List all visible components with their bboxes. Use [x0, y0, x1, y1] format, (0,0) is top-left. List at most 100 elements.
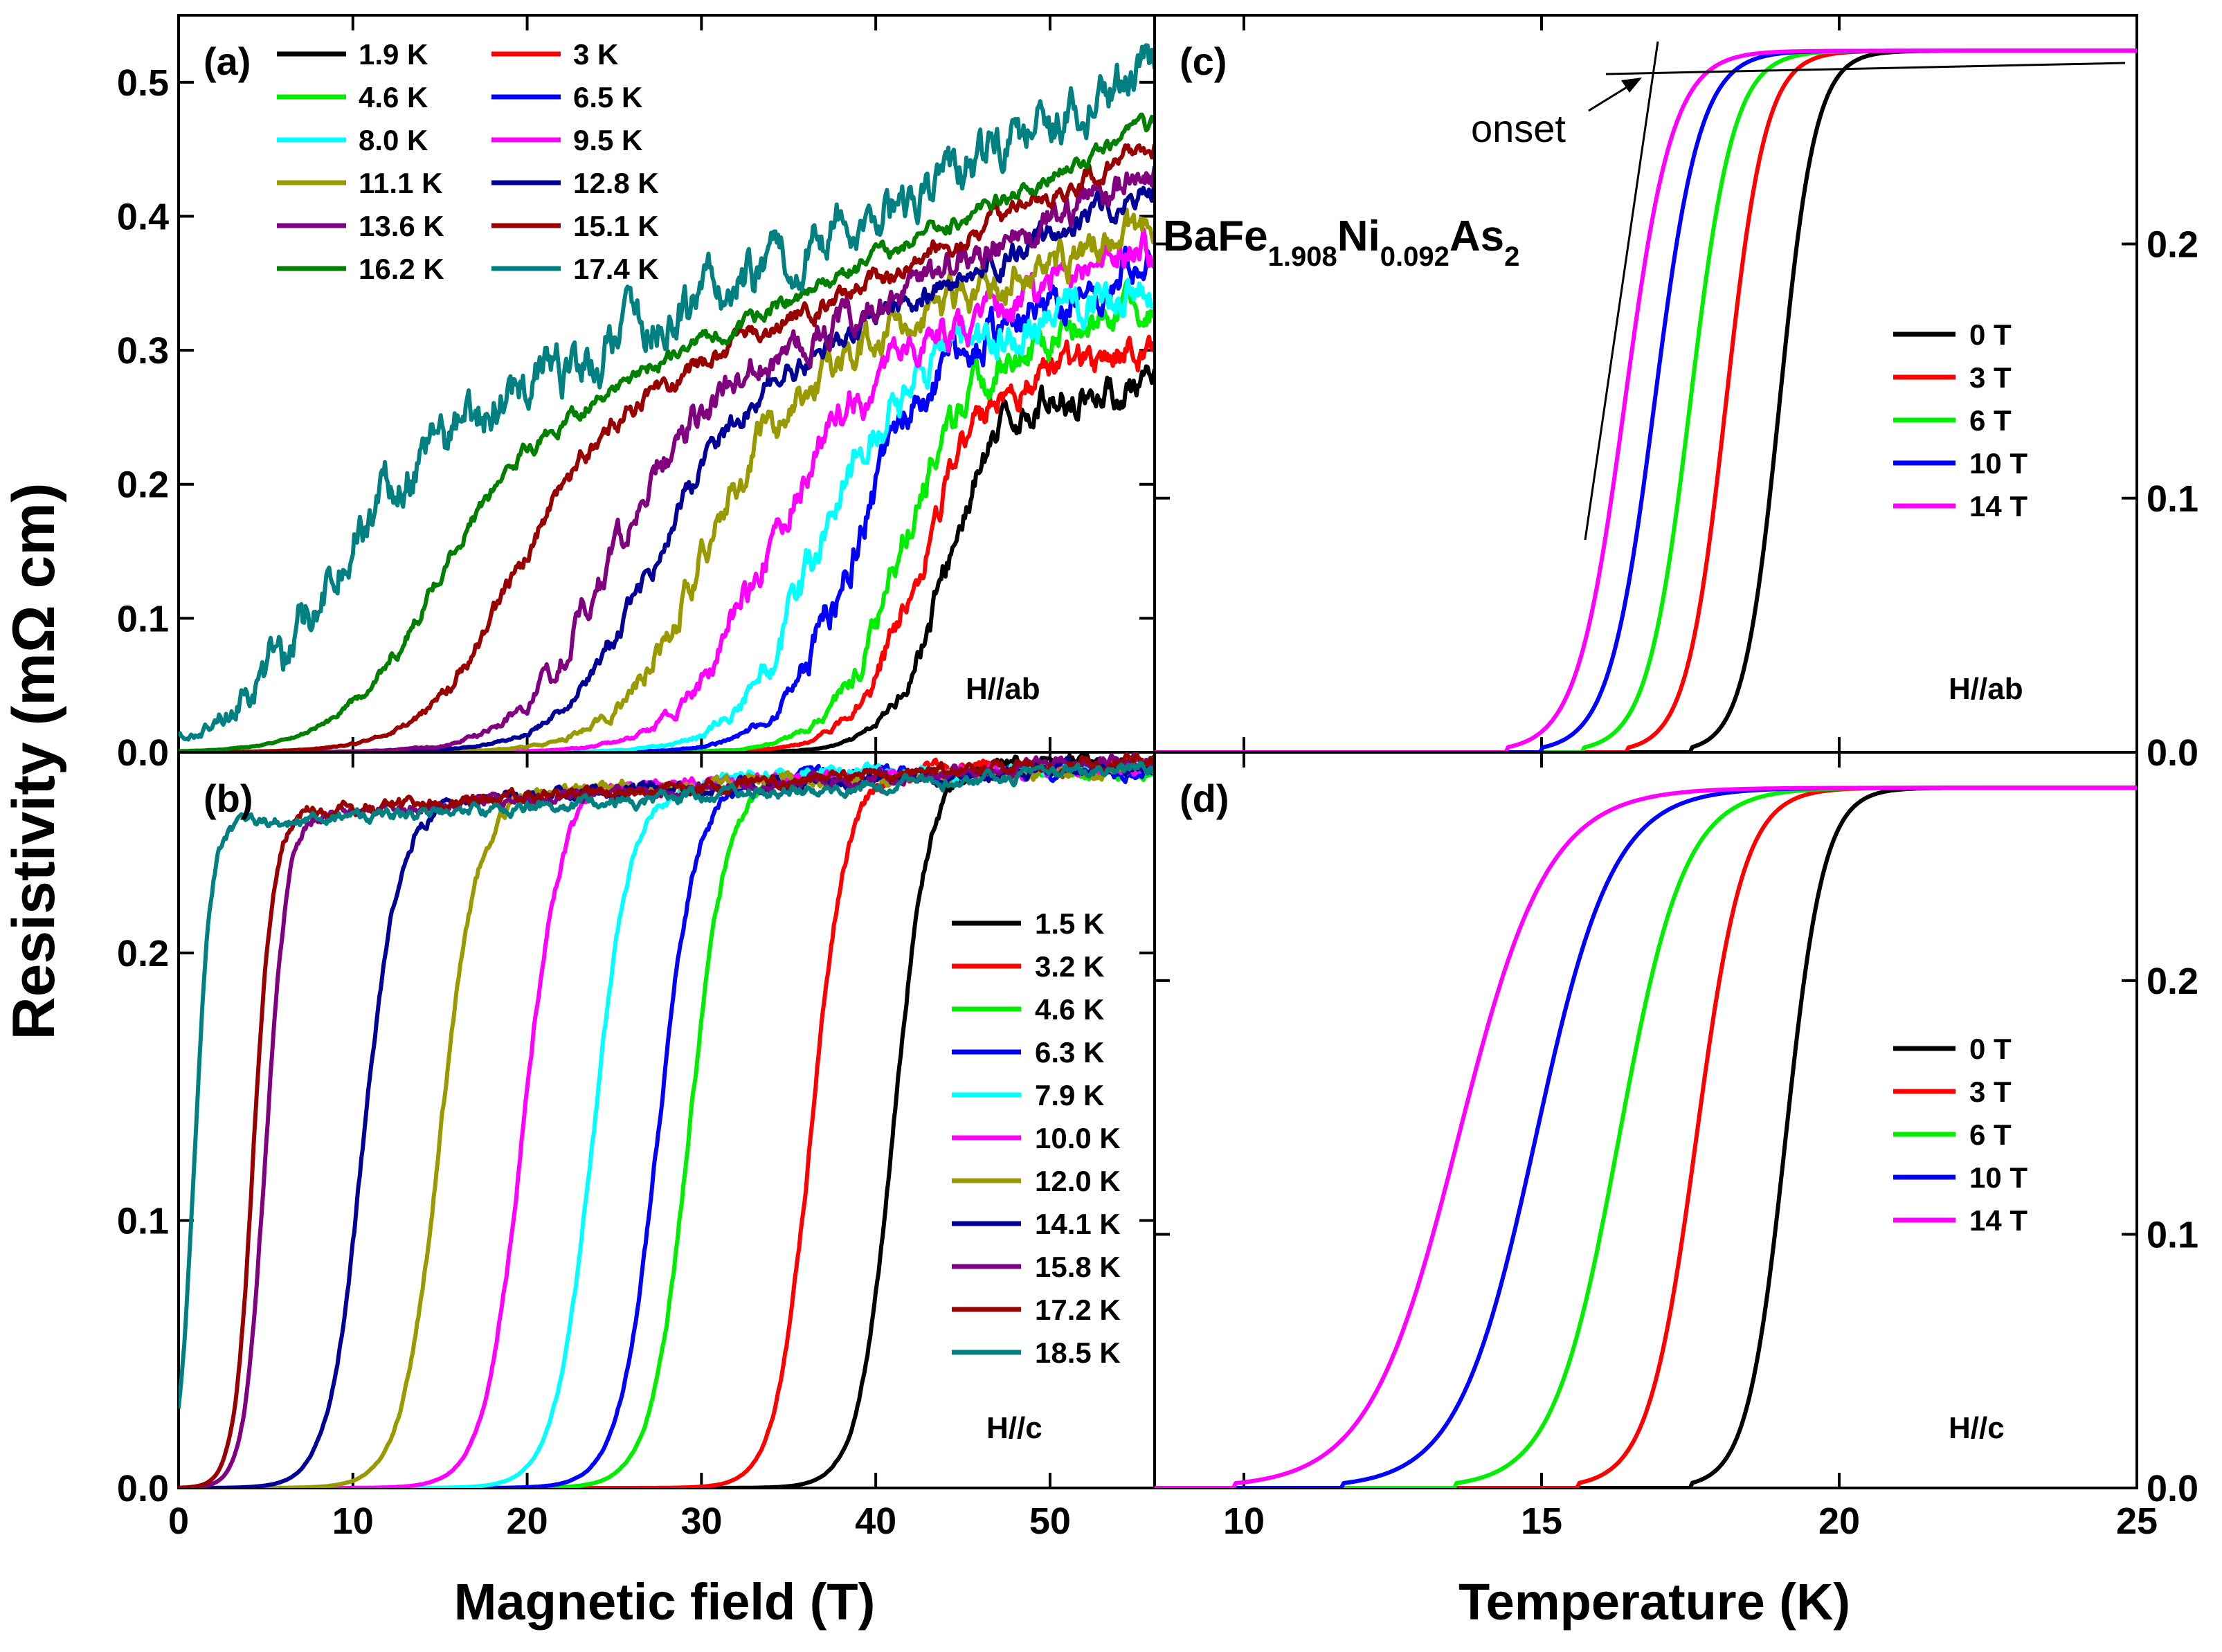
series-line-c-10-T: [1155, 48, 2137, 752]
field-direction-label-a: H//ab: [966, 672, 1040, 706]
series-line-b-12-0-K: [179, 761, 1155, 1488]
legend-label: 9.5 K: [573, 124, 642, 156]
y-tick-label: 0.1: [117, 598, 169, 639]
x-tick-label: 25: [2116, 1500, 2158, 1542]
legend-label: 12.0 K: [1035, 1165, 1121, 1197]
legend-label: 10 T: [1969, 447, 2027, 480]
curves-b: [179, 752, 1155, 1488]
field-direction-label-d: H//c: [1949, 1411, 2005, 1445]
x-tick-label: 50: [1029, 1500, 1071, 1542]
onset-arrow-head: [1621, 78, 1642, 93]
series-line-b-4-6-K: [179, 763, 1155, 1488]
y-tick-label: 0.3: [117, 330, 169, 372]
y-tick-label: 0.0: [117, 1468, 169, 1509]
legend-label: 0 T: [1969, 1033, 2012, 1065]
series-line-b-18-5-K: [179, 761, 1155, 1409]
panel-c: 0.0 0.1 0.2 (c) H//ab 0 T 3 T 6 T 10 T 14 T BaFe1.…: [1153, 14, 2198, 774]
compound-formula: BaFe1.908Ni0.092As2: [1163, 212, 1519, 272]
legend-label: 16.2 K: [359, 253, 444, 285]
curves-c: [1155, 48, 2137, 752]
onset-normal-state-line: [1605, 62, 2126, 75]
x-tick-label: 10: [332, 1500, 374, 1542]
legend-label: 7.9 K: [1035, 1079, 1104, 1111]
series-line-b-1-5-K: [179, 752, 1155, 1488]
legend-label: 14 T: [1969, 490, 2027, 523]
x-axis-title-field: Magnetic field (T): [454, 1573, 875, 1631]
series-line-c-0-T: [1155, 48, 2137, 752]
field-direction-label-c: H//ab: [1949, 672, 2023, 706]
legend-label: 12.8 K: [573, 167, 659, 199]
legend-label: 10 T: [1969, 1161, 2027, 1194]
y-tick-label: 0.1: [2147, 1214, 2198, 1255]
y-tick-label: 0.5: [117, 62, 169, 104]
series-line-a-1-9-K: [179, 364, 1155, 752]
x-tick-label: 0: [168, 1500, 189, 1542]
field-direction-label-b: H//c: [986, 1411, 1042, 1445]
x-tick-label: 15: [1521, 1500, 1562, 1542]
legend-label: 15.1 K: [573, 210, 659, 242]
y-tick-label: 0.1: [117, 1200, 169, 1242]
series-line-b-3-2-K: [179, 756, 1155, 1488]
legend-label: 13.6 K: [359, 210, 444, 242]
series-line-b-6-3-K: [179, 763, 1155, 1488]
series-line-a-16-2-K: [179, 112, 1155, 752]
legend-label: 6.3 K: [1035, 1036, 1104, 1069]
plot-frame-b: [177, 751, 1156, 1489]
panel-b: 0.0 0.1 0.2 0 10 20 30 40 50 (b) H//c 1.5 K 3.2 K 4.6…: [117, 751, 1156, 1542]
series-line-b-10-0-K: [179, 761, 1155, 1488]
legend-label: 3 T: [1969, 361, 2012, 394]
x-tick-label: 10: [1223, 1500, 1265, 1542]
legend-label: 6 T: [1969, 404, 2012, 437]
legend-label: 1.5 K: [1035, 907, 1104, 940]
legend-label: 8.0 K: [359, 124, 428, 156]
panel-label-a: (a): [204, 39, 251, 83]
series-line-a-6-5-K: [179, 245, 1155, 752]
series-line-a-13-6-K: [179, 165, 1155, 752]
legend-label: 0 T: [1969, 318, 2012, 351]
series-line-c-3-T: [1155, 48, 2137, 752]
onset-transition-tangent: [1584, 41, 1659, 541]
curves-d: [1155, 786, 2137, 1488]
legend-label: 4.6 K: [359, 81, 428, 114]
y-axis-title: Resistivity (mΩ cm): [1, 483, 67, 1040]
panel-label-c: (c): [1180, 39, 1227, 83]
legend-label: 3.2 K: [1035, 950, 1104, 983]
onset-annotation: onset: [1471, 107, 1566, 150]
series-line-b-7-9-K: [179, 755, 1155, 1488]
x-tick-label: 40: [855, 1500, 896, 1542]
y-tick-label: 0.4: [117, 196, 169, 237]
legend-label: 3 K: [573, 38, 618, 71]
legend-label: 15.8 K: [1035, 1251, 1121, 1283]
series-line-a-11-1-K: [179, 207, 1155, 752]
series-line-a-17-4-K: [179, 43, 1155, 742]
y-tick-label: 0.2: [117, 933, 169, 974]
y-tick-label: 0.2: [117, 464, 169, 506]
legend-label: 14 T: [1969, 1204, 2027, 1237]
panel-label-b: (b): [204, 777, 253, 820]
x-tick-label: 30: [680, 1500, 722, 1542]
legend-label: 6 T: [1969, 1118, 2012, 1151]
legend-label: 18.5 K: [1035, 1336, 1121, 1369]
x-tick-label: 20: [507, 1500, 548, 1542]
panel-a: 0.0 0.1 0.2 0.3 0.4 0.5 (a) H//ab 1.9 K 3 K 4.6 K 6…: [117, 14, 1156, 774]
series-line-c-14-T: [1155, 48, 2137, 752]
y-tick-label: 0.0: [2147, 732, 2198, 774]
legend-label: 6.5 K: [573, 81, 642, 114]
legend-label: 10.0 K: [1035, 1122, 1121, 1154]
series-line-d-14-T: [1155, 786, 2137, 1488]
legend-label: 4.6 K: [1035, 993, 1104, 1026]
x-axis-title-temperature: Temperature (K): [1458, 1573, 1850, 1631]
legend-label: 3 T: [1969, 1075, 2012, 1108]
y-tick-label: 0.2: [2147, 961, 2198, 1002]
series-line-b-15-8-K: [179, 752, 1155, 1488]
y-tick-label: 0.0: [117, 732, 169, 774]
y-tick-label: 0.0: [2147, 1468, 2198, 1509]
legend-label: 11.1 K: [359, 167, 442, 199]
legend-label: 1.9 K: [359, 38, 428, 71]
y-tick-label: 0.1: [2147, 478, 2198, 520]
series-line-c-6-T: [1155, 48, 2137, 752]
legend-label: 14.1 K: [1035, 1208, 1121, 1240]
panel-d: 0.0 0.1 0.2 10 15 20 25 (d) H//c 0 T 3 T 6 T 10 T 14 …: [1153, 751, 2198, 1542]
series-line-b-17-2-K: [179, 752, 1155, 1488]
